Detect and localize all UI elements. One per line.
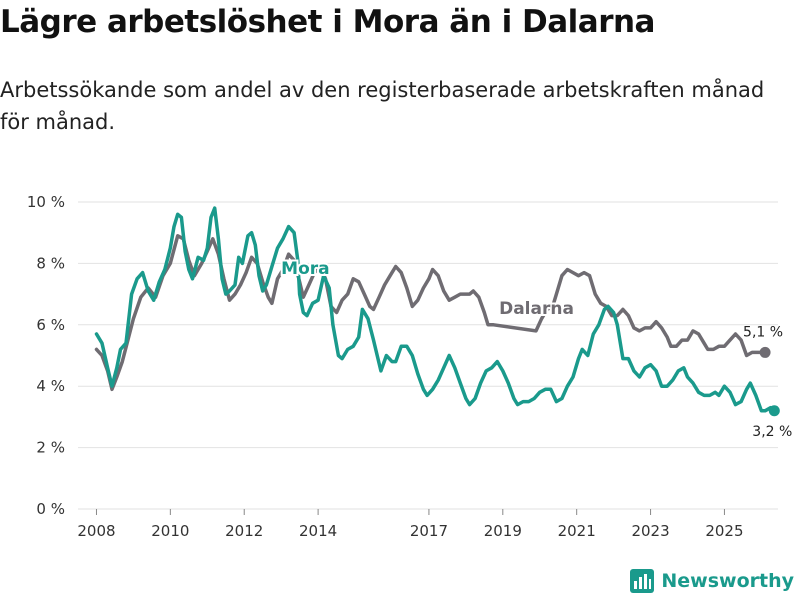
end-label-mora: 3,2 % (752, 424, 792, 440)
newsworthy-logo: Newsworthy (629, 568, 794, 594)
bar-chart-icon (630, 569, 655, 593)
x-tick-label: 2014 (299, 522, 337, 540)
series-label-dalarna: Dalarna (499, 299, 574, 319)
end-label-dalarna: 5,1 % (743, 324, 783, 340)
line-chart: 0 % 2 % 4 % 6 % 8 % 10 % 2008 2010 2012 2014 2017… (27, 193, 792, 540)
series-line-mora (94, 206, 777, 413)
end-point-mora (768, 405, 780, 417)
series-label-mora: Mora (281, 259, 329, 279)
x-tick-label: 2008 (77, 522, 115, 540)
y-tick-label: 8 % (36, 254, 65, 272)
series-labels: Dalarna Mora 5,1 % 3,2 % (279, 257, 792, 440)
chart-title: Lägre arbetslöshet i Mora än i Dalarna (0, 4, 655, 40)
x-tick-label: 2023 (631, 522, 669, 540)
y-tick-label: 4 % (36, 377, 65, 395)
x-tick-label: 2010 (151, 522, 189, 540)
end-point-dalarna (759, 346, 771, 358)
x-tick-label: 2019 (484, 522, 522, 540)
x-axis-ticks: 2008 2010 2012 2014 2017 2019 2021 2023 2025 (77, 509, 744, 540)
y-axis-ticks: 0 % 2 % 4 % 6 % 8 % 10 % (27, 193, 65, 518)
y-tick-label: 0 % (36, 500, 65, 518)
y-tick-label: 2 % (36, 439, 65, 457)
series-line-dalarna (94, 234, 767, 392)
y-tick-label: 6 % (36, 316, 65, 334)
y-tick-label: 10 % (27, 193, 65, 211)
x-tick-label: 2025 (705, 522, 743, 540)
chart-subtitle: Arbetssökande som andel av den registerb… (0, 78, 765, 134)
brand-name: Newsworthy (661, 570, 794, 592)
x-tick-label: 2017 (410, 522, 448, 540)
x-tick-label: 2021 (558, 522, 596, 540)
series-lines (94, 206, 780, 417)
x-tick-label: 2012 (225, 522, 263, 540)
grid-lines (78, 201, 778, 510)
